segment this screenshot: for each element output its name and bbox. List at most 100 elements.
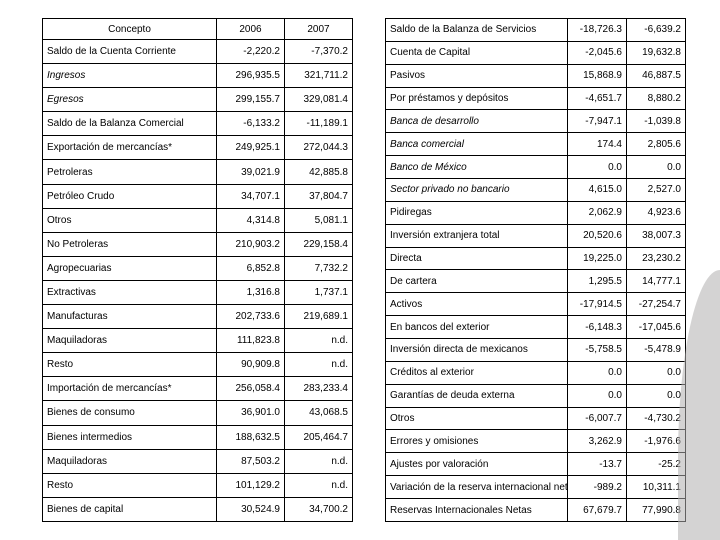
row-label: Banca comercial bbox=[386, 133, 568, 156]
table-row: Importación de mercancías*256,058.4283,2… bbox=[43, 377, 353, 401]
row-value-1: -7,947.1 bbox=[568, 110, 627, 133]
row-value-1: 0.0 bbox=[568, 156, 627, 179]
table-row: Variación de la reserva internacional ne… bbox=[386, 476, 686, 499]
row-value-1: 174.4 bbox=[568, 133, 627, 156]
table-row: Inversión directa de mexicanos-5,758.5-5… bbox=[386, 339, 686, 362]
row-value-1: 111,823.8 bbox=[217, 329, 285, 353]
table-row: Petróleo Crudo34,707.137,804.7 bbox=[43, 184, 353, 208]
table-row: No Petroleras210,903.2229,158.4 bbox=[43, 232, 353, 256]
row-label: Directa bbox=[386, 247, 568, 270]
row-value-1: 0.0 bbox=[568, 384, 627, 407]
table-row: Exportación de mercancías*249,925.1272,0… bbox=[43, 136, 353, 160]
row-value-2: -27,254.7 bbox=[627, 293, 686, 316]
row-value-1: 3,262.9 bbox=[568, 430, 627, 453]
row-value-2: 19,632.8 bbox=[627, 41, 686, 64]
row-value-2: 37,804.7 bbox=[285, 184, 353, 208]
row-value-1: 210,903.2 bbox=[217, 232, 285, 256]
row-value-1: 1,295.5 bbox=[568, 270, 627, 293]
row-value-1: 299,155.7 bbox=[217, 88, 285, 112]
row-label: Importación de mercancías* bbox=[43, 377, 217, 401]
row-value-1: -6,007.7 bbox=[568, 407, 627, 430]
row-label: Ajustes por valoración bbox=[386, 453, 568, 476]
row-value-1: 1,316.8 bbox=[217, 280, 285, 304]
row-value-2: 46,887.5 bbox=[627, 64, 686, 87]
row-label: Banca de desarrollo bbox=[386, 110, 568, 133]
row-label: Pasivos bbox=[386, 64, 568, 87]
row-value-2: 2,805.6 bbox=[627, 133, 686, 156]
row-label: Errores y omisiones bbox=[386, 430, 568, 453]
row-value-2: 321,711.2 bbox=[285, 64, 353, 88]
row-label: En bancos del exterior bbox=[386, 316, 568, 339]
row-value-1: 6,852.8 bbox=[217, 256, 285, 280]
table-row: Otros-6,007.7-4,730.2 bbox=[386, 407, 686, 430]
row-value-2: 229,158.4 bbox=[285, 232, 353, 256]
row-label: Bienes de capital bbox=[43, 497, 217, 521]
table-row: Errores y omisiones3,262.9-1,976.6 bbox=[386, 430, 686, 453]
table-row: Cuenta de Capital-2,045.619,632.8 bbox=[386, 41, 686, 64]
table-row: Saldo de la Balanza Comercial-6,133.2-11… bbox=[43, 112, 353, 136]
row-value-2: 283,233.4 bbox=[285, 377, 353, 401]
row-value-2: 0.0 bbox=[627, 384, 686, 407]
row-value-1: -6,133.2 bbox=[217, 112, 285, 136]
row-label: Saldo de la Balanza Comercial bbox=[43, 112, 217, 136]
table-row: Petroleras39,021.942,885.8 bbox=[43, 160, 353, 184]
row-value-1: 30,524.9 bbox=[217, 497, 285, 521]
row-value-2: 219,689.1 bbox=[285, 305, 353, 329]
row-value-2: -25.2 bbox=[627, 453, 686, 476]
table-row: Egresos299,155.7329,081.4 bbox=[43, 88, 353, 112]
row-value-1: 90,909.8 bbox=[217, 353, 285, 377]
row-label: Exportación de mercancías* bbox=[43, 136, 217, 160]
row-value-2: 10,311.1 bbox=[627, 476, 686, 499]
row-value-2: n.d. bbox=[285, 449, 353, 473]
row-value-2: 38,007.3 bbox=[627, 224, 686, 247]
table-row: Resto90,909.8n.d. bbox=[43, 353, 353, 377]
row-value-1: -2,220.2 bbox=[217, 40, 285, 64]
table-row: Extractivas1,316.81,737.1 bbox=[43, 280, 353, 304]
row-value-2: 34,700.2 bbox=[285, 497, 353, 521]
row-label: Créditos al exterior bbox=[386, 361, 568, 384]
row-value-1: 4,314.8 bbox=[217, 208, 285, 232]
right-table: Saldo de la Balanza de Servicios-18,726.… bbox=[385, 18, 686, 522]
header-year-1: 2006 bbox=[217, 19, 285, 40]
table-row: Pasivos15,868.946,887.5 bbox=[386, 64, 686, 87]
row-value-1: 188,632.5 bbox=[217, 425, 285, 449]
row-value-1: -17,914.5 bbox=[568, 293, 627, 316]
table-row: Maquiladoras111,823.8n.d. bbox=[43, 329, 353, 353]
row-value-2: -7,370.2 bbox=[285, 40, 353, 64]
row-value-2: 7,732.2 bbox=[285, 256, 353, 280]
row-value-2: -17,045.6 bbox=[627, 316, 686, 339]
row-label: Reservas Internacionales Netas bbox=[386, 499, 568, 522]
table-row: Otros4,314.85,081.1 bbox=[43, 208, 353, 232]
row-label: Banco de México bbox=[386, 156, 568, 179]
table-row: Bienes intermedios188,632.5205,464.7 bbox=[43, 425, 353, 449]
row-value-2: -5,478.9 bbox=[627, 339, 686, 362]
row-value-2: 23,230.2 bbox=[627, 247, 686, 270]
row-value-2: 8,880.2 bbox=[627, 87, 686, 110]
table-row: Inversión extranjera total20,520.638,007… bbox=[386, 224, 686, 247]
row-label: Petroleras bbox=[43, 160, 217, 184]
row-value-2: 77,990.8 bbox=[627, 499, 686, 522]
row-label: Por préstamos y depósitos bbox=[386, 87, 568, 110]
table-row: Pidiregas2,062.94,923.6 bbox=[386, 201, 686, 224]
row-value-2: 42,885.8 bbox=[285, 160, 353, 184]
row-label: Inversión extranjera total bbox=[386, 224, 568, 247]
row-value-2: n.d. bbox=[285, 353, 353, 377]
table-row: Créditos al exterior0.00.0 bbox=[386, 361, 686, 384]
row-label: Resto bbox=[43, 473, 217, 497]
table-row: Maquiladoras87,503.2n.d. bbox=[43, 449, 353, 473]
row-value-2: 4,923.6 bbox=[627, 201, 686, 224]
row-value-1: 0.0 bbox=[568, 361, 627, 384]
row-value-1: 67,679.7 bbox=[568, 499, 627, 522]
row-value-2: 272,044.3 bbox=[285, 136, 353, 160]
row-value-1: -2,045.6 bbox=[568, 41, 627, 64]
row-label: Egresos bbox=[43, 88, 217, 112]
table-row: Manufacturas202,733.6219,689.1 bbox=[43, 305, 353, 329]
table-row: Reservas Internacionales Netas67,679.777… bbox=[386, 499, 686, 522]
row-value-1: 202,733.6 bbox=[217, 305, 285, 329]
row-value-1: -13.7 bbox=[568, 453, 627, 476]
row-value-1: 36,901.0 bbox=[217, 401, 285, 425]
table-row: Ingresos296,935.5321,711.2 bbox=[43, 64, 353, 88]
row-value-2: 2,527.0 bbox=[627, 179, 686, 202]
row-label: Otros bbox=[386, 407, 568, 430]
row-label: Saldo de la Balanza de Servicios bbox=[386, 19, 568, 42]
